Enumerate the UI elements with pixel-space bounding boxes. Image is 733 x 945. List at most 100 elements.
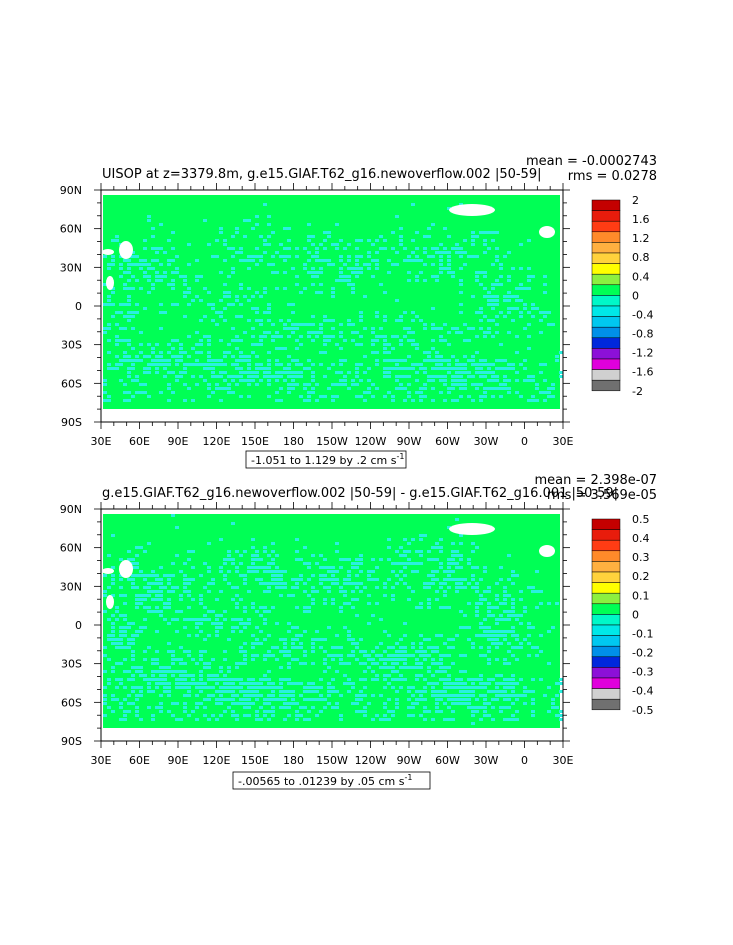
panel-1-anomaly-cell <box>355 363 359 366</box>
panel-1-anomaly-cell <box>499 367 503 370</box>
panel-1-anomaly-cell <box>195 363 199 366</box>
panel-1-anomaly-cell <box>303 383 307 386</box>
panel-2-anomaly-cell <box>271 574 275 577</box>
panel-1-anomaly-cell <box>239 283 243 286</box>
panel-1-anomaly-cell <box>559 371 563 374</box>
panel-1-anomaly-cell <box>395 263 399 266</box>
panel-2-anomaly-cell <box>195 618 199 621</box>
panel-1-anomaly-cell <box>203 363 207 366</box>
panel-2-anomaly-cell <box>203 706 207 709</box>
panel-2-anomaly-cell <box>267 566 271 569</box>
panel-2-anomaly-cell <box>187 682 191 685</box>
panel-2-anomaly-cell <box>299 694 303 697</box>
panel-2-anomaly-cell <box>251 682 255 685</box>
panel-1-anomaly-cell <box>483 375 487 378</box>
panel-1-anomaly-cell <box>483 231 487 234</box>
panel-2-anomaly-cell <box>151 714 155 717</box>
panel-1-anomaly-cell <box>163 251 167 254</box>
panel-1-anomaly-cell <box>427 235 431 238</box>
panel-2-anomaly-cell <box>199 602 203 605</box>
panel-2-anomaly-cell <box>263 654 267 657</box>
panel-2-anomaly-cell <box>507 662 511 665</box>
panel-2-anomaly-cell <box>399 658 403 661</box>
panel-2-anomaly-cell <box>259 566 263 569</box>
panel-1-anomaly-cell <box>379 335 383 338</box>
panel-2-anomaly-cell <box>131 658 135 661</box>
panel-1-anomaly-cell <box>251 307 255 310</box>
panel-2-anomaly-cell <box>255 626 259 629</box>
panel-2-anomaly-cell <box>151 690 155 693</box>
panel-1-anomaly-cell <box>259 367 263 370</box>
panel-2-anomaly-cell <box>371 658 375 661</box>
panel-2-anomaly-cell <box>347 662 351 665</box>
panel-1-x-tick-label: 30W <box>474 435 499 448</box>
panel-1-anomaly-cell <box>167 363 171 366</box>
panel-2-anomaly-cell <box>403 658 407 661</box>
panel-2-anomaly-cell <box>295 578 299 581</box>
panel-2-anomaly-cell <box>183 582 187 585</box>
panel-1-anomaly-cell <box>215 323 219 326</box>
panel-1-anomaly-cell <box>507 279 511 282</box>
panel-2-anomaly-cell <box>403 562 407 565</box>
panel-1-anomaly-cell <box>363 399 367 402</box>
panel-1-anomaly-cell <box>535 387 539 390</box>
panel-2-anomaly-cell <box>471 686 475 689</box>
panel-2-anomaly-cell <box>327 586 331 589</box>
panel-1-anomaly-cell <box>255 383 259 386</box>
panel-1-anomaly-cell <box>475 279 479 282</box>
panel-1-anomaly-cell <box>159 359 163 362</box>
panel-2-anomaly-cell <box>475 614 479 617</box>
panel-1-anomaly-cell <box>147 219 151 222</box>
panel-1-anomaly-cell <box>291 383 295 386</box>
panel-1-anomaly-cell <box>287 247 291 250</box>
panel-2-anomaly-cell <box>271 646 275 649</box>
panel-1-anomaly-cell <box>247 371 251 374</box>
panel-1-anomaly-cell <box>407 255 411 258</box>
panel-1-anomaly-cell <box>159 303 163 306</box>
panel-1-anomaly-cell <box>519 311 523 314</box>
panel-1-anomaly-cell <box>203 287 207 290</box>
panel-1-anomaly-cell <box>227 383 231 386</box>
panel-1-anomaly-cell <box>407 383 411 386</box>
panel-2-anomaly-cell <box>191 710 195 713</box>
panel-2-anomaly-cell <box>251 558 255 561</box>
panel-2-anomaly-cell <box>307 610 311 613</box>
panel-1-anomaly-cell <box>507 363 511 366</box>
panel-1-anomaly-cell <box>311 271 315 274</box>
panel-1-anomaly-cell <box>447 251 451 254</box>
panel-1-anomaly-cell <box>507 295 511 298</box>
panel-2-anomaly-cell <box>231 702 235 705</box>
panel-1-anomaly-cell <box>403 399 407 402</box>
panel-2-anomaly-cell <box>271 606 275 609</box>
panel-1-anomaly-cell <box>123 339 127 342</box>
panel-1-anomaly-cell <box>311 243 315 246</box>
panel-2-anomaly-cell <box>419 550 423 553</box>
panel-2-anomaly-cell <box>551 702 555 705</box>
panel-1-colorbar-label: 1.2 <box>632 232 650 245</box>
panel-1-anomaly-cell <box>231 355 235 358</box>
panel-2-anomaly-cell <box>263 714 267 717</box>
panel-2-anomaly-cell <box>195 634 199 637</box>
panel-1-anomaly-cell <box>459 267 463 270</box>
panel-1-anomaly-cell <box>463 263 467 266</box>
panel-2-anomaly-cell <box>111 574 115 577</box>
panel-2-anomaly-cell <box>507 718 511 721</box>
panel-1-anomaly-cell <box>175 359 179 362</box>
panel-1-anomaly-cell <box>471 327 475 330</box>
panel-1-anomaly-cell <box>267 311 271 314</box>
panel-1-anomaly-cell <box>439 259 443 262</box>
panel-2-anomaly-cell <box>375 646 379 649</box>
panel-1-anomaly-cell <box>115 339 119 342</box>
panel-2-anomaly-cell <box>499 690 503 693</box>
panel-2-anomaly-cell <box>291 658 295 661</box>
panel-2-anomaly-cell <box>351 682 355 685</box>
panel-2-anomaly-cell <box>247 686 251 689</box>
panel-2-anomaly-cell <box>263 678 267 681</box>
panel-1-anomaly-cell <box>107 351 111 354</box>
panel-2-anomaly-cell <box>123 710 127 713</box>
panel-2-anomaly-cell <box>319 566 323 569</box>
panel-1-anomaly-cell <box>147 267 151 270</box>
panel-1-x-axis: 30E 60E 90E 120E 150E 180 150W 120W 90W 60W 30W 0 30… <box>91 183 574 448</box>
panel-1-anomaly-cell <box>275 359 279 362</box>
panel-2-anomaly-cell <box>435 634 439 637</box>
